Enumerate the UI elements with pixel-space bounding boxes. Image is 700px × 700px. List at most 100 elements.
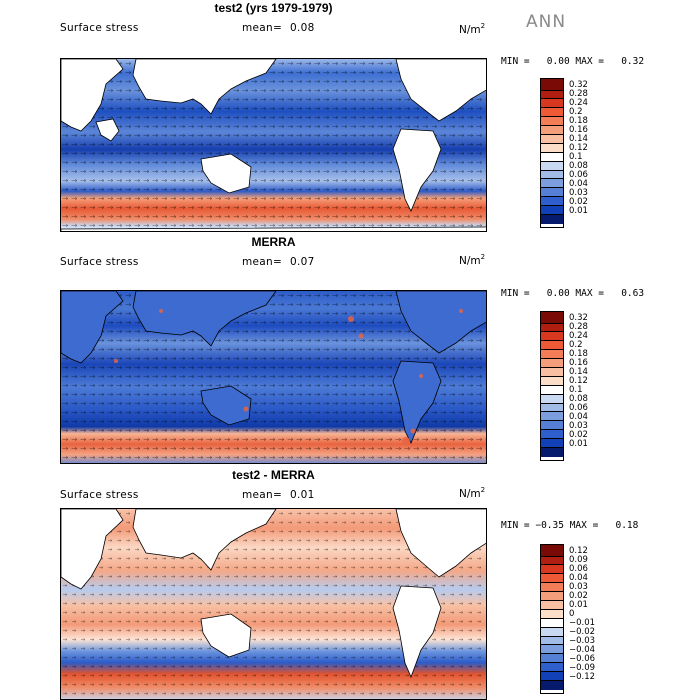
units-obs: N/m2 xyxy=(459,253,486,267)
colorbar-swatch xyxy=(541,152,563,162)
colorbar-swatch xyxy=(541,376,563,386)
colorbar-label: 0.1 xyxy=(569,385,583,395)
colorbar-swatch xyxy=(541,600,563,610)
colorbar-swatch xyxy=(541,592,563,601)
mean-value-obs: 0.07 xyxy=(290,256,315,268)
colorbar-label: 0.18 xyxy=(569,116,588,126)
colorbar-swatch xyxy=(541,188,563,198)
colorbar-label: 0.2 xyxy=(569,107,583,117)
colorbar-swatch xyxy=(541,117,563,127)
colorbar-swatch xyxy=(541,170,563,180)
colorbar-label: 0.28 xyxy=(569,89,588,99)
map-panel-model xyxy=(60,58,487,232)
colorbar-label: 0.02 xyxy=(569,591,588,601)
colorbar-swatch xyxy=(541,134,563,144)
variable-label-obs: Surface stress xyxy=(60,256,139,268)
colorbar-model xyxy=(540,78,564,228)
colorbar-label: 0.08 xyxy=(569,161,588,171)
colorbar-diff xyxy=(540,544,564,694)
colorbar-swatch xyxy=(541,312,563,324)
colorbar-swatch xyxy=(541,421,563,431)
colorbar-label: 0.32 xyxy=(569,80,588,90)
colorbar-swatch xyxy=(541,663,563,673)
colorbar-swatch xyxy=(541,108,563,118)
colorbar-obs xyxy=(540,311,564,461)
colorbar-label: 0.28 xyxy=(569,322,588,332)
units-model: N/m2 xyxy=(459,22,486,36)
minmax-obs: MIN = 0.00 MAX = 0.63 xyxy=(501,288,645,299)
colorbar-swatch xyxy=(541,583,563,593)
colorbar-label: 0.09 xyxy=(569,555,588,565)
colorbar-label: 0.06 xyxy=(569,170,588,180)
map-svg-diff xyxy=(61,509,486,699)
colorbar-swatch xyxy=(541,627,563,637)
colorbar-swatch xyxy=(541,350,563,360)
colorbar-swatch xyxy=(541,680,563,690)
colorbar-label: 0.24 xyxy=(569,331,588,341)
colorbar-swatch xyxy=(541,672,563,681)
colorbar-swatch xyxy=(541,574,563,584)
mean-value-model: 0.08 xyxy=(290,22,315,34)
colorbar-swatch xyxy=(541,341,563,351)
colorbar-swatch xyxy=(541,545,563,557)
colorbar-swatch xyxy=(541,323,563,333)
colorbar-label: 0.02 xyxy=(569,430,588,440)
colorbar-label: 0 xyxy=(569,609,575,619)
colorbar-label: 0.01 xyxy=(569,439,588,449)
colorbar-swatch xyxy=(541,90,563,100)
variable-label-model: Surface stress xyxy=(60,22,139,34)
units-diff: N/m2 xyxy=(459,486,486,500)
map-svg-model xyxy=(61,59,486,231)
colorbar-swatch xyxy=(541,359,563,368)
map-panel-diff xyxy=(60,508,487,700)
colorbar-label: 0.12 xyxy=(569,546,588,556)
colorbar-label: 0.16 xyxy=(569,125,588,135)
colorbar-swatch xyxy=(541,412,563,422)
colorbar-swatch xyxy=(541,609,563,619)
mean-label-obs: mean= xyxy=(242,256,283,268)
colorbar-label: 0.14 xyxy=(569,134,588,144)
season-label: ANN xyxy=(526,12,567,32)
colorbar-swatch xyxy=(541,99,563,109)
colorbar-label: 0.04 xyxy=(569,573,588,583)
colorbar-swatch xyxy=(541,367,563,377)
colorbar-label: 0.06 xyxy=(569,564,588,574)
minmax-model: MIN = 0.00 MAX = 0.32 xyxy=(501,56,645,67)
colorbar-label: 0.01 xyxy=(569,600,588,610)
mean-label-diff: mean= xyxy=(242,489,283,501)
map-svg-obs xyxy=(61,291,486,463)
colorbar-label: 0.03 xyxy=(569,582,588,592)
colorbar-label: 0.16 xyxy=(569,358,588,368)
colorbar-swatch xyxy=(541,161,563,171)
colorbar-swatch xyxy=(541,385,563,395)
colorbar-swatch xyxy=(541,636,563,646)
colorbar-swatch xyxy=(541,430,563,440)
colorbar-swatch xyxy=(541,126,563,135)
mean-value-diff: 0.01 xyxy=(290,489,315,501)
colorbar-swatch xyxy=(541,447,563,457)
colorbar-label: 0.04 xyxy=(569,412,588,422)
colorbar-swatch xyxy=(541,179,563,189)
colorbar-swatch xyxy=(541,645,563,655)
colorbar-label: −0.04 xyxy=(569,645,596,655)
colorbar-label: 0.32 xyxy=(569,313,588,323)
colorbar-label: −0.09 xyxy=(569,663,596,673)
minmax-diff: MIN = −0.35 MAX = 0.18 xyxy=(501,520,639,531)
colorbar-swatch xyxy=(541,143,563,153)
colorbar-label: 0.01 xyxy=(569,206,588,216)
panel-title-obs: MERRA xyxy=(251,235,296,249)
colorbar-swatch xyxy=(541,403,563,413)
colorbar-label: 0.12 xyxy=(569,376,588,386)
colorbar-swatch xyxy=(541,197,563,207)
colorbar-swatch xyxy=(541,214,563,224)
colorbar-label: 0.08 xyxy=(569,394,588,404)
colorbar-label: 0.12 xyxy=(569,143,588,153)
colorbar-swatch xyxy=(541,565,563,575)
colorbar-label: −0.02 xyxy=(569,627,596,637)
colorbar-label: −0.06 xyxy=(569,654,596,664)
colorbar-label: 0.24 xyxy=(569,98,588,108)
colorbar-label: −0.12 xyxy=(569,672,596,682)
panel-title-diff: test2 - MERRA xyxy=(232,468,315,482)
colorbar-label: 0.03 xyxy=(569,188,588,198)
mean-label-model: mean= xyxy=(242,22,283,34)
